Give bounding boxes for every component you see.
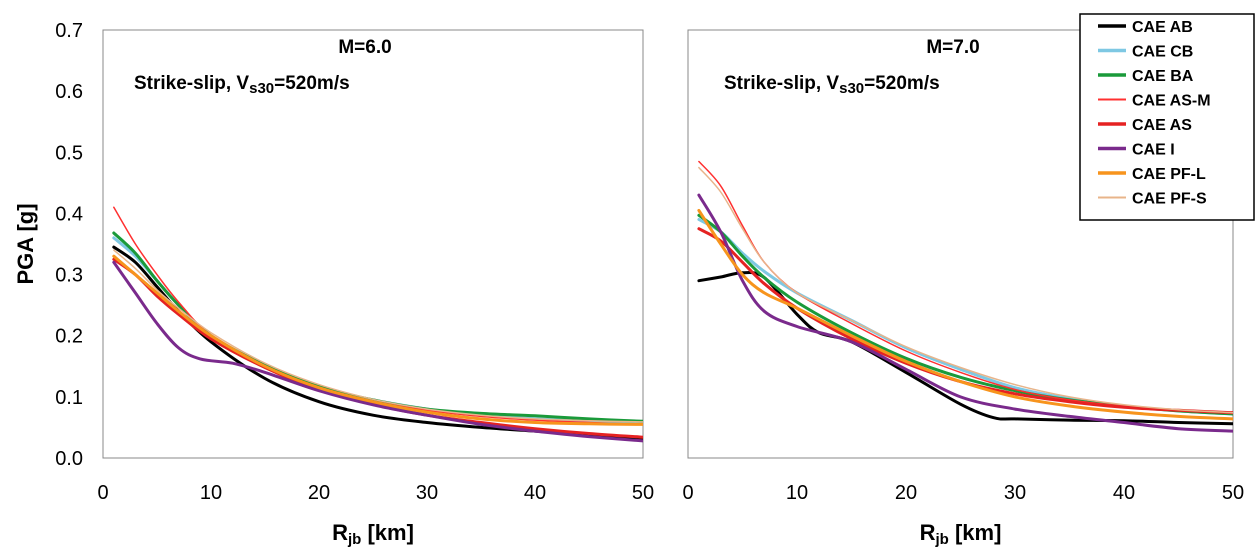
- legend-label: CAE AB: [1132, 19, 1193, 36]
- y-tick-label: 0.4: [55, 203, 83, 225]
- panel-title: M=7.0: [926, 37, 979, 58]
- legend-label: CAE BA: [1132, 68, 1194, 85]
- panel-annotation: Strike-slip, Vs30=520m/s: [724, 73, 940, 97]
- series-line-cae-i: [112, 260, 643, 443]
- y-tick-label: 0.5: [55, 142, 83, 164]
- x-axis-label: Rjb [km]: [332, 520, 414, 548]
- legend-label: CAE PF-S: [1132, 191, 1207, 208]
- panel-title: M=6.0: [338, 37, 391, 58]
- legend-label: CAE CB: [1132, 44, 1193, 61]
- plot-area-1: [102, 29, 644, 459]
- legend-label: CAE I: [1132, 142, 1175, 159]
- x-tick-label: 10: [200, 482, 222, 504]
- y-tick-label: 0.1: [55, 387, 83, 409]
- x-tick-label: 30: [416, 482, 438, 504]
- x-tick-label: 40: [524, 482, 546, 504]
- x-tick-label: 10: [786, 482, 808, 504]
- x-tick-label: 0: [682, 482, 693, 504]
- series-line-cae-pf-s: [113, 249, 643, 423]
- x-axis-label: Rjb [km]: [920, 520, 1002, 548]
- legend-box: [1079, 13, 1255, 221]
- x-tick-label: 20: [308, 482, 330, 504]
- panel-annotation: Strike-slip, Vs30=520m/s: [134, 73, 350, 97]
- series-line-cae-pf-s: [698, 166, 1233, 414]
- series-line-cae-pf-l: [112, 254, 643, 426]
- x-tick-label: 20: [895, 482, 917, 504]
- legend-label: CAE PF-L: [1132, 166, 1206, 183]
- series-line-cae-i: [697, 193, 1233, 433]
- x-tick-label: 50: [632, 482, 654, 504]
- y-tick-label: 0.0: [55, 448, 83, 470]
- x-tick-label: 30: [1004, 482, 1026, 504]
- x-tick-label: 50: [1222, 482, 1244, 504]
- y-tick-label: 0.6: [55, 81, 83, 103]
- y-axis-label: PGA [g]: [13, 203, 38, 284]
- y-tick-label: 0.2: [55, 326, 83, 348]
- x-tick-label: 0: [97, 482, 108, 504]
- series-line-cae-as: [697, 227, 1233, 415]
- series-line-cae-pf-l: [697, 208, 1233, 421]
- y-tick-label: 0.3: [55, 265, 83, 287]
- x-tick-label: 40: [1113, 482, 1135, 504]
- legend-label: CAE AS: [1132, 117, 1192, 134]
- y-tick-label: 0.7: [55, 20, 83, 42]
- legend-label: CAE AS-M: [1132, 93, 1211, 110]
